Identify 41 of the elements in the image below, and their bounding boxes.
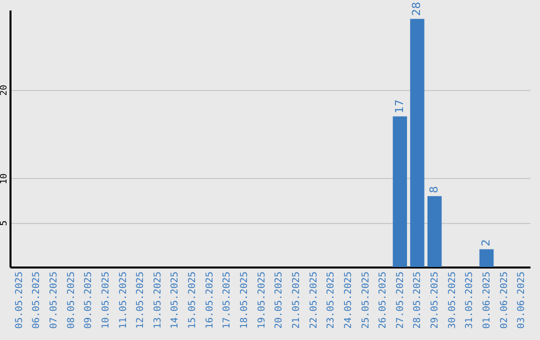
x-tick-label: 18.05.2025 [239, 272, 250, 329]
x-tick-label: 30.05.2025 [446, 272, 458, 329]
x-tick-label: 23.05.2025 [326, 272, 337, 329]
data-label: 8 [428, 186, 441, 194]
bar [427, 196, 442, 267]
x-tick-label: 17.05.2025 [222, 272, 233, 329]
x-tick-label: 07.05.2025 [48, 272, 60, 329]
x-tick-label: 09.05.2025 [83, 272, 94, 329]
bar [392, 116, 408, 267]
x-tick-label: 16.05.2025 [204, 272, 216, 329]
y-tick-label: 20 [0, 84, 10, 96]
x-tick-label: 10.05.2025 [100, 272, 112, 329]
x-tick-label: 15.05.2025 [187, 272, 198, 329]
x-tick-label: 12.05.2025 [135, 272, 146, 329]
x-tick-label: 05.05.2025 [14, 272, 25, 329]
x-tick-label: 26.05.2025 [378, 272, 389, 329]
x-tick-label: 03.06.2025 [516, 272, 528, 329]
x-tick-label: 08.05.2025 [66, 272, 77, 329]
y-tick-label: 10 [0, 173, 10, 184]
x-tick-label: 11.05.2025 [118, 272, 129, 329]
x-tick-label: 28.05.2025 [412, 272, 424, 329]
x-tick-label: 20.05.2025 [274, 272, 285, 329]
x-tick-label: 29.05.2025 [430, 272, 441, 329]
y-tick-label: 5 [0, 220, 10, 226]
x-tick-label: 31.05.2025 [464, 272, 476, 329]
data-label: 2 [480, 239, 493, 246]
x-tick-label: 21.05.2025 [290, 272, 302, 329]
x-tick-label: 14.05.2025 [170, 272, 181, 329]
x-tick-label: 01.06.2025 [482, 272, 493, 329]
x-tick-label: 02.06.2025 [498, 272, 510, 329]
x-tick-label: 27.05.2025 [394, 272, 406, 329]
x-tick-label: 22.05.2025 [308, 272, 320, 329]
x-tick-label: 13.05.2025 [152, 272, 164, 329]
data-label: 28 [410, 2, 424, 16]
data-label: 17 [392, 99, 406, 114]
x-tick-label: 25.05.2025 [360, 272, 372, 329]
bar [410, 18, 424, 267]
x-tick-label: 06.05.2025 [31, 272, 42, 329]
x-tick-label: 19.05.2025 [256, 272, 268, 329]
x-tick-label: 24.05.2025 [342, 272, 354, 329]
bar [479, 249, 494, 267]
